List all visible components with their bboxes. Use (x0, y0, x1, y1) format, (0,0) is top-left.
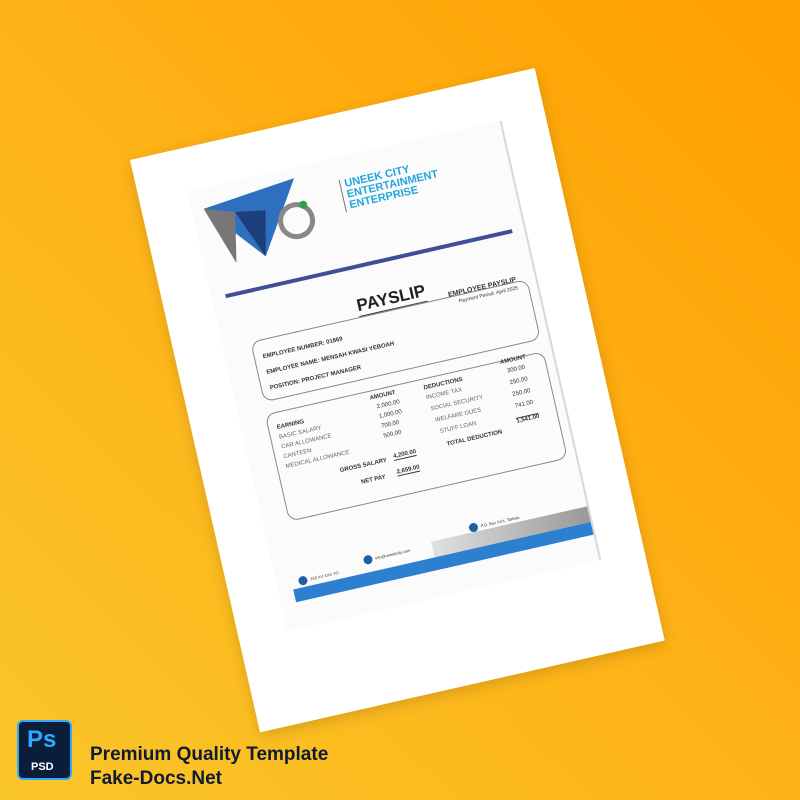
net-pay-value: 2,659.00 (396, 464, 421, 477)
location-icon (468, 522, 479, 533)
deduction-amount: 250.00 (511, 388, 532, 399)
deduction-amount: 300.00 (506, 364, 526, 375)
deduction-amount: 250.00 (509, 376, 529, 387)
earning-amount: 1,000.00 (378, 409, 403, 421)
earning-amount: 500.00 (382, 429, 403, 440)
globe-icon (362, 554, 374, 566)
photoshop-psd-icon: Ps PSD (17, 720, 72, 780)
promo-text: Premium Quality Template Fake-Docs.Net (90, 743, 328, 791)
deduction-amount: 741.00 (514, 399, 534, 410)
payslip-paper: UNEEK CITY ENTERTAINMENT ENTERPRISE PAYS… (130, 68, 665, 733)
promo-site: Fake-Docs.Net (90, 768, 222, 789)
earning-amount: 2,000.00 (376, 399, 401, 411)
net-pay-label: NET PAY (360, 474, 387, 486)
total-deduction-label: TOTAL DEDUCTION (446, 429, 503, 448)
gross-salary-label: GROSS SALARY (339, 457, 388, 475)
footer-blue-band (293, 521, 594, 603)
deduction-label: STUFF LOAN (439, 420, 478, 436)
total-deduction-value: 1,541.00 (515, 412, 541, 425)
gross-salary-value: 4,200.00 (392, 448, 418, 461)
payslip-scan: UNEEK CITY ENTERTAINMENT ENTERPRISE PAYS… (187, 121, 600, 631)
web-text: info@uneekcity.com (374, 547, 411, 561)
company-name: UNEEK CITY ENTERTAINMENT ENTERPRISE (338, 158, 442, 213)
company-logo-icon (203, 178, 316, 263)
ps-label: Ps (27, 726, 57, 753)
phone-icon (297, 575, 309, 587)
psd-label: PSD (31, 761, 54, 773)
promo-tagline: Premium Quality Template (90, 744, 329, 765)
footer-web: info@uneekcity.com (362, 546, 412, 566)
earning-amount: 700.00 (380, 419, 400, 430)
